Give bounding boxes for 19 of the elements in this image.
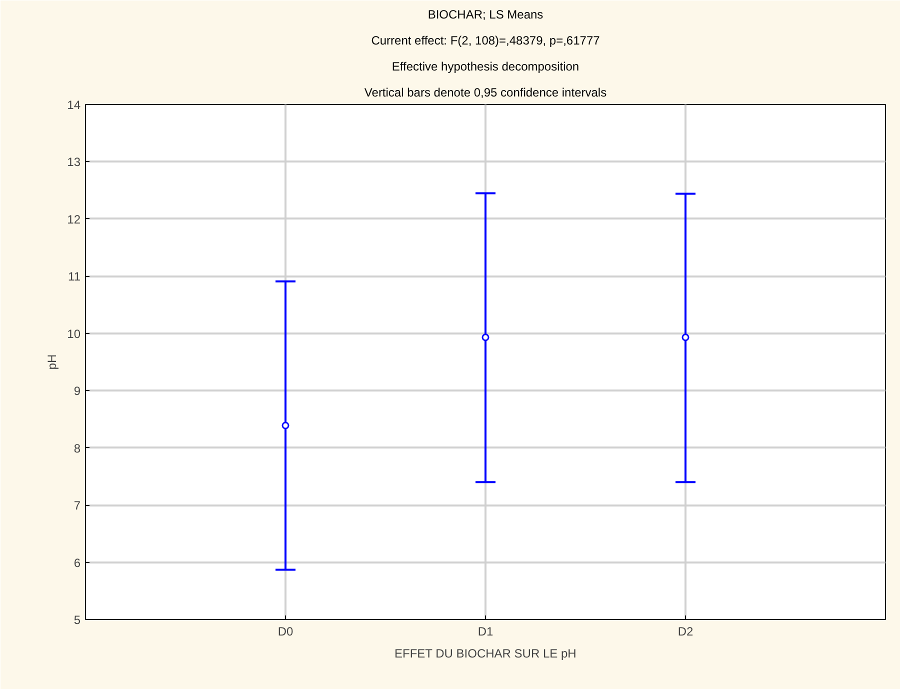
- text: Vertical bars denote 0,95 confidence intervals: [364, 86, 607, 100]
- y-tick-label: 8: [74, 441, 81, 456]
- x-tick-label: D0: [278, 624, 294, 638]
- y-tick-label: 12: [67, 212, 81, 226]
- x-tick-label: D1: [478, 624, 494, 638]
- chart-title: BIOCHAR; LS Means: [428, 8, 544, 22]
- y-axis-title: pH: [45, 354, 60, 370]
- y-tick-label: 11: [68, 270, 81, 284]
- y-tick-label: 10: [67, 326, 81, 341]
- chart-subtitle: Current effect: F(2, 108)=,48379, p=,61777: [371, 34, 600, 48]
- x-axis-title: EFFET DU BIOCHAR SUR LE pH: [394, 646, 576, 660]
- y-tick-label: 5: [74, 613, 81, 627]
- text: Effective hypothesis decomposition: [392, 60, 580, 74]
- y-tick-label: 14: [67, 98, 81, 112]
- x-tick-label: D2: [678, 624, 694, 638]
- y-tick-label: 13: [67, 155, 81, 170]
- y-tick-label: 7: [74, 498, 81, 513]
- y-tick-label: 6: [74, 556, 81, 570]
- y-tick-label: 9: [74, 384, 81, 398]
